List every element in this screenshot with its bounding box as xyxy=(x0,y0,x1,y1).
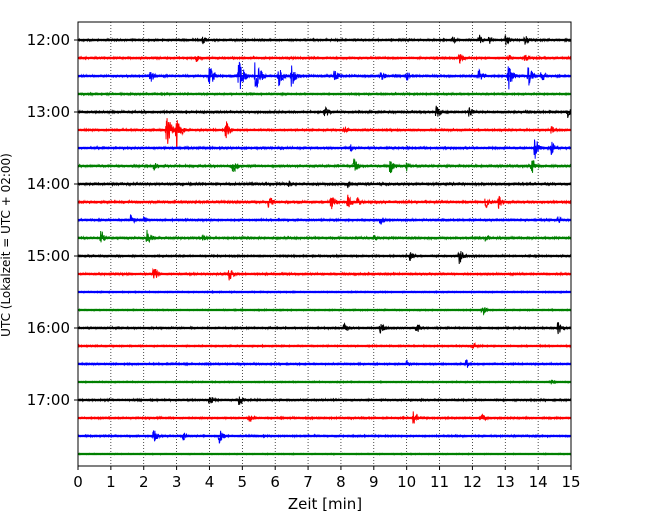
x-tick-label: 1 xyxy=(106,473,116,491)
x-tick-label: 6 xyxy=(270,473,280,491)
y-axis-ticks: 12:00 13:00 14:00 15:00 16:00 17:00 xyxy=(27,31,78,409)
plot-frame xyxy=(77,21,572,467)
x-tick-label: 12 xyxy=(463,473,482,491)
y-tick-label: 13:00 xyxy=(27,103,70,121)
vertical-grid xyxy=(110,22,539,466)
y-tick-label: 16:00 xyxy=(27,319,70,337)
x-tick-label: 10 xyxy=(397,473,416,491)
x-tick-label: 3 xyxy=(172,473,182,491)
y-tick-label: 17:00 xyxy=(27,391,70,409)
x-tick-label: 13 xyxy=(496,473,515,491)
y-tick-label: 12:00 xyxy=(27,31,70,49)
y-tick-label: 15:00 xyxy=(27,247,70,265)
seismogram-traces xyxy=(77,34,572,456)
x-tick-label: 14 xyxy=(529,473,548,491)
x-axis-ticks: 0 1 2 3 4 5 6 7 8 9 10 11 12 13 14 15 xyxy=(73,466,581,491)
y-tick-label: 14:00 xyxy=(27,175,70,193)
x-tick-label: 7 xyxy=(303,473,313,491)
x-tick-label: 8 xyxy=(336,473,346,491)
x-tick-label: 0 xyxy=(73,473,83,491)
x-tick-label: 11 xyxy=(430,473,449,491)
x-tick-label: 4 xyxy=(205,473,215,491)
y-axis-label: UTC (Lokalzeit = UTC + 02:00) xyxy=(0,153,13,337)
x-tick-label: 9 xyxy=(369,473,379,491)
x-tick-label: 2 xyxy=(139,473,149,491)
x-axis-label: Zeit [min] xyxy=(288,495,362,513)
x-tick-label: 15 xyxy=(561,473,580,491)
x-tick-label: 5 xyxy=(238,473,248,491)
